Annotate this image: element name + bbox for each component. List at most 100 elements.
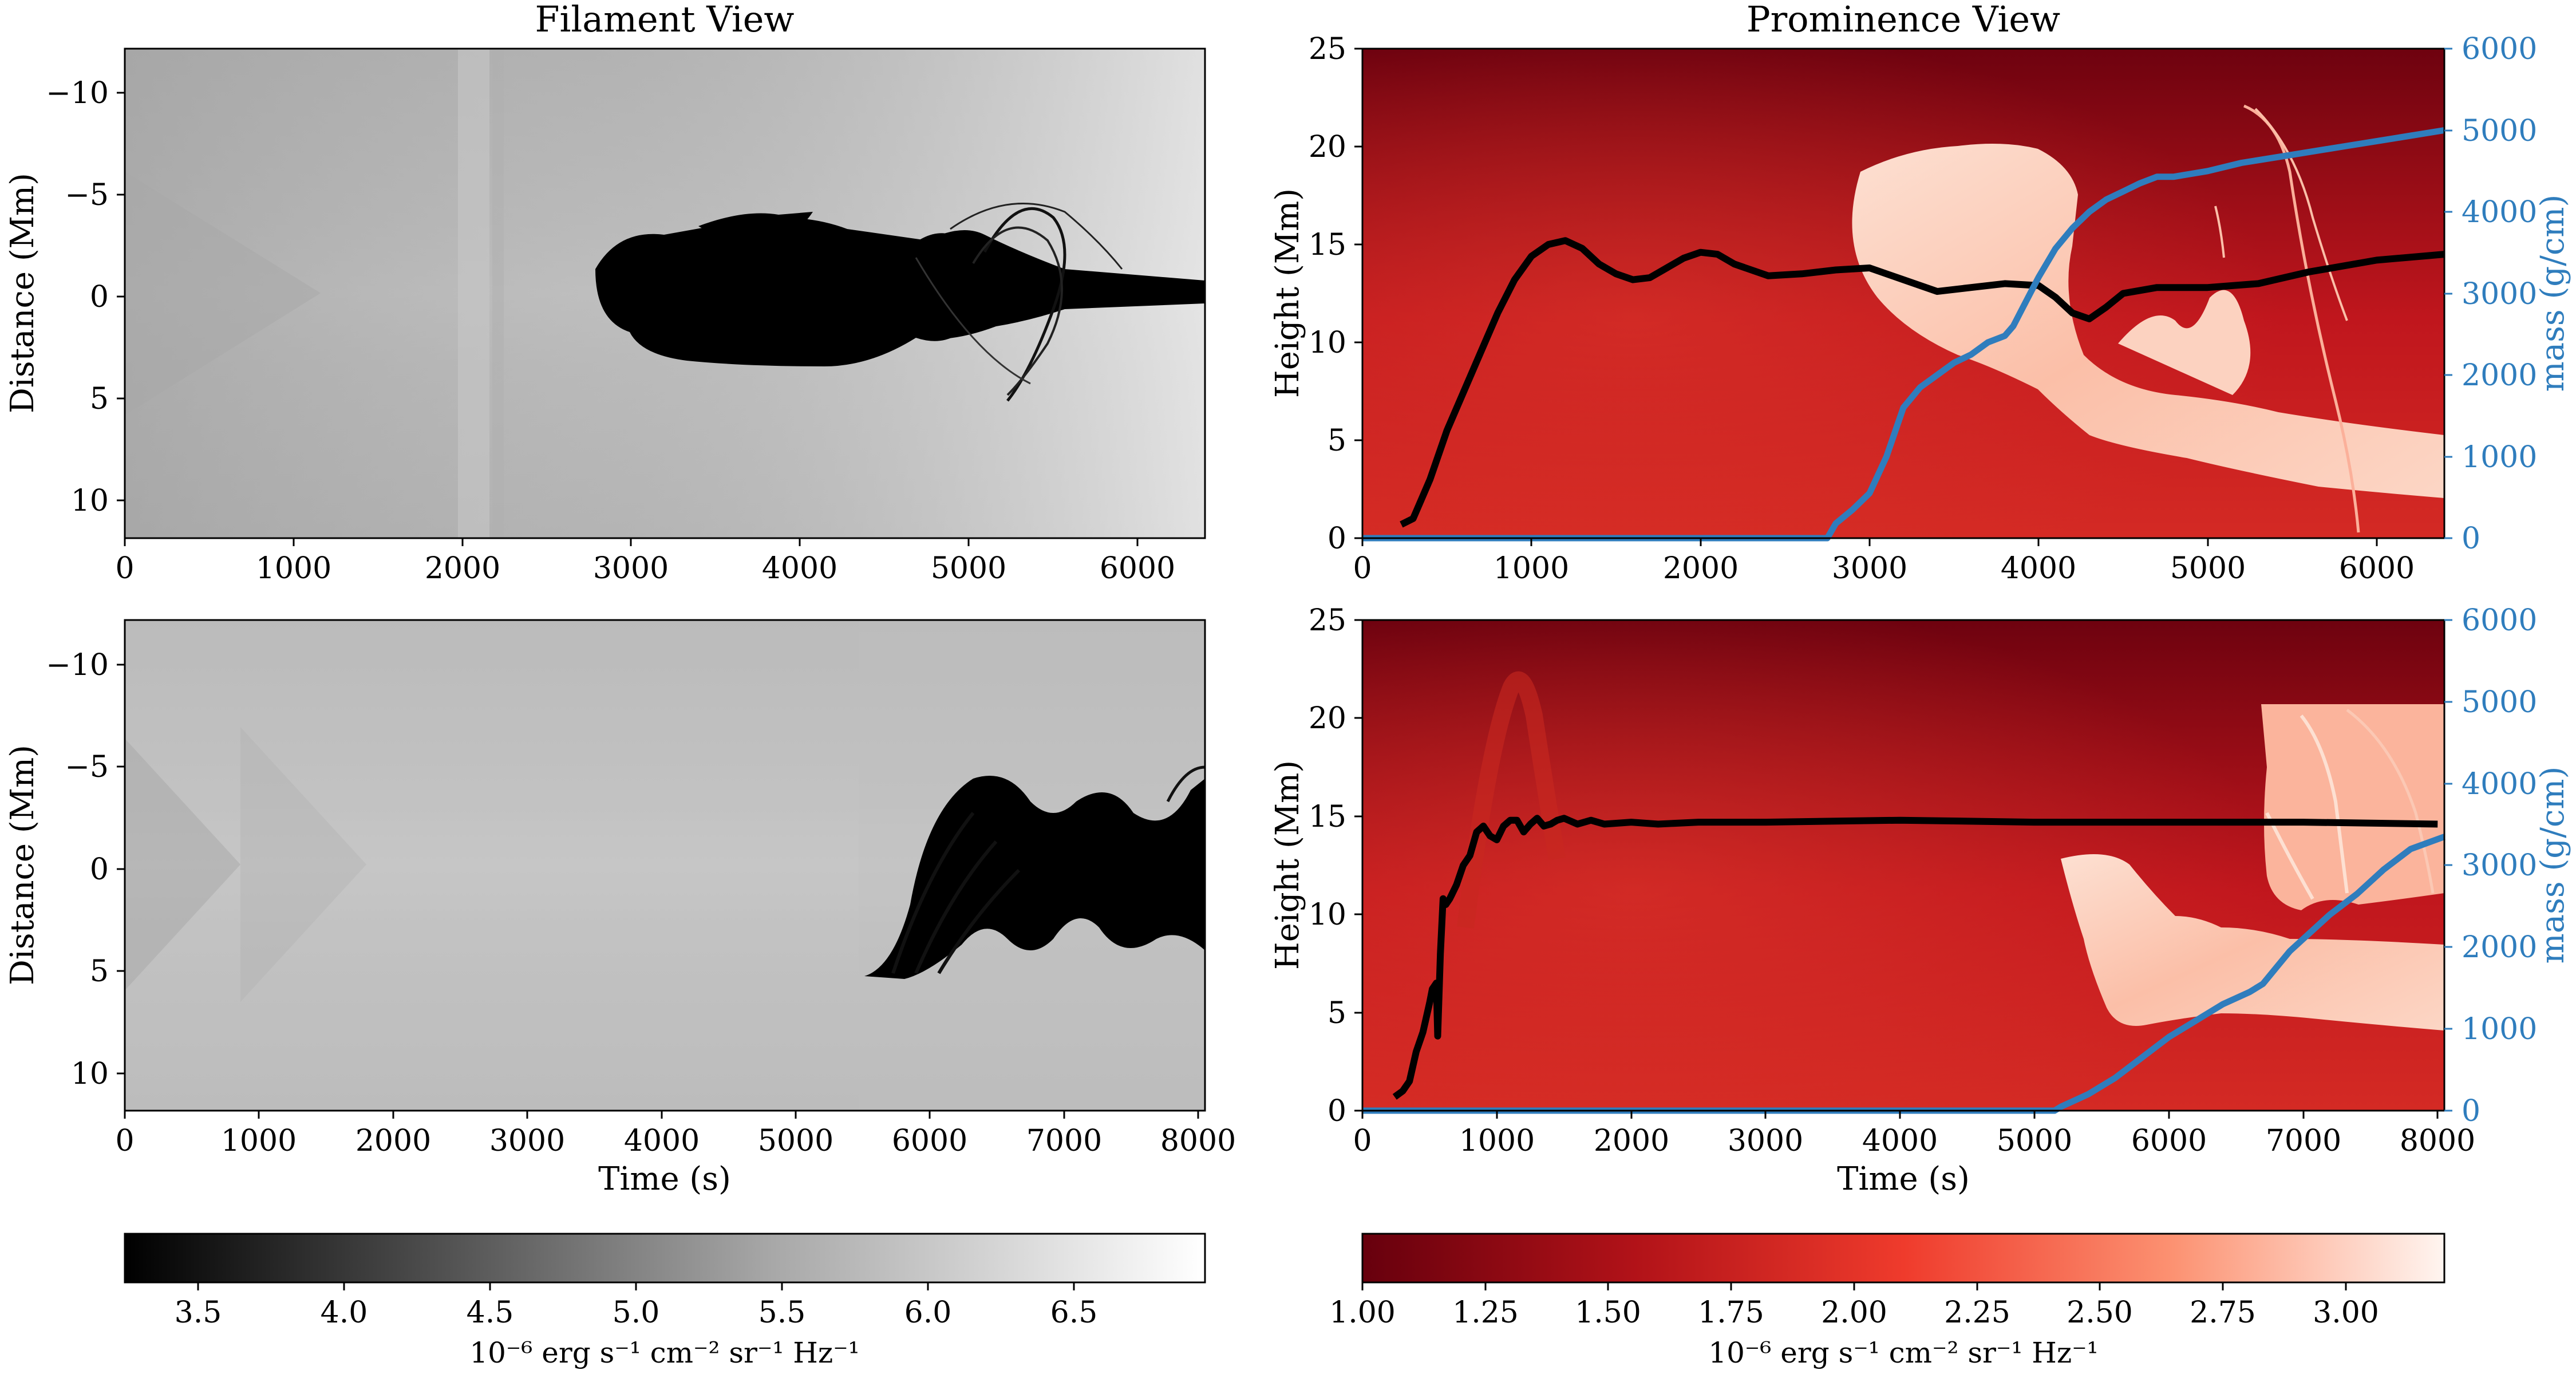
x-tick: 4000 (762, 551, 837, 586)
y2-tick: 2000 (2462, 358, 2537, 393)
filament-bottom-image (125, 620, 1205, 1111)
x-tick: 5000 (931, 551, 1006, 586)
left-title: Filament View (535, 0, 795, 40)
y2-tick: 6000 (2462, 603, 2537, 638)
colorbar-greys: 3.5 4.0 4.5 5.0 5.5 6.0 6.5 10⁻⁶ erg s⁻¹… (124, 1233, 1206, 1369)
cbar-tick: 5.0 (613, 1296, 660, 1330)
cbar-tick: 2.50 (2067, 1296, 2133, 1330)
x-tick: 1000 (1494, 551, 1569, 586)
cbar-tick: 4.0 (321, 1296, 368, 1330)
x-tick: 1000 (221, 1124, 297, 1158)
x-tick: 6000 (1100, 551, 1175, 586)
prominence-top-y2ticks: 0 1000 2000 3000 4000 5000 6000 (2444, 32, 2537, 556)
cbar-tick: 4.5 (467, 1296, 514, 1330)
filament-top-image (125, 49, 1205, 538)
filament-top-panel: 0 1000 2000 3000 4000 5000 6000 −10 −5 0… (4, 48, 1206, 586)
y-tick: 15 (1309, 800, 1346, 834)
x-tick: 0 (115, 551, 134, 586)
cbar-tick: 1.00 (1329, 1296, 1396, 1330)
y2-axis-label: mass (g/cm) (2534, 195, 2571, 392)
cbar-tick: 2.75 (2190, 1296, 2256, 1330)
y2-tick: 4000 (2462, 767, 2537, 802)
y2-tick: 1000 (2462, 1012, 2537, 1047)
x-tick: 2000 (355, 1124, 431, 1158)
y-axis-label: Height (Mm) (1269, 760, 1306, 970)
mass-line (1362, 834, 2445, 1114)
y-axis-label: Distance (Mm) (4, 745, 41, 985)
y2-tick: 1000 (2462, 440, 2537, 475)
mass-line (1362, 127, 2445, 542)
cbar-tick: 1.50 (1575, 1296, 1641, 1330)
x-tick: 6000 (892, 1124, 967, 1158)
y2-tick: 0 (2462, 1094, 2480, 1128)
x-tick: 3000 (489, 1124, 565, 1158)
y-axis-label: Height (Mm) (1269, 188, 1306, 398)
x-tick: 5000 (2170, 551, 2246, 586)
colorbar-greys-label: 10⁻⁶ erg s⁻¹ cm⁻² sr⁻¹ Hz⁻¹ (469, 1336, 859, 1369)
prominence-top-yticks: 0 5 10 15 20 25 (1309, 32, 1362, 556)
y2-tick: 3000 (2462, 277, 2537, 311)
cbar-tick: 2.00 (1821, 1296, 1887, 1330)
cbar-tick: 6.5 (1050, 1296, 1098, 1330)
prominence-bottom-y2ticks: 0 1000 2000 3000 4000 5000 6000 (2444, 603, 2537, 1128)
x-tick: 0 (115, 1124, 134, 1158)
x-tick: 1000 (1459, 1124, 1535, 1158)
y-tick: 10 (1309, 898, 1346, 932)
filament-bottom-yticks: −10 −5 0 5 10 (46, 648, 125, 1091)
prominence-top-image (1362, 49, 2444, 538)
y-tick: 20 (1309, 130, 1346, 164)
x-tick: 3000 (1832, 551, 1907, 586)
y-tick: 15 (1309, 228, 1346, 262)
filament-bottom-panel: 0 1000 2000 3000 4000 5000 6000 7000 800… (4, 619, 1236, 1198)
x-tick: 7000 (1026, 1124, 1102, 1158)
x-tick: 3000 (593, 551, 669, 586)
x-tick: 1000 (256, 551, 331, 586)
x-axis-label: Time (s) (1837, 1160, 1970, 1198)
y2-tick: 0 (2462, 522, 2480, 556)
filament-bottom-frame (124, 619, 1206, 1112)
x-axis-label: Time (s) (598, 1160, 731, 1198)
colorbar-reds-ticks: 1.00 1.25 1.50 1.75 2.00 2.25 2.50 2.75 … (1329, 1282, 2379, 1330)
y-axis-label: Distance (Mm) (4, 173, 41, 413)
cbar-tick: 3.5 (175, 1296, 222, 1330)
prominence-bottom-panel: 0 1000 2000 3000 4000 5000 6000 7000 800… (1269, 603, 2571, 1198)
height-line (1400, 237, 2445, 528)
y-tick: 25 (1309, 603, 1346, 638)
x-tick: 4000 (624, 1124, 700, 1158)
filament-top-xticks: 0 1000 2000 3000 4000 5000 6000 (115, 538, 1175, 586)
y-tick: 5 (1327, 424, 1346, 458)
y-tick: 20 (1309, 701, 1346, 736)
cbar-tick: 5.5 (758, 1296, 806, 1330)
right-title: Prominence View (1747, 0, 2060, 40)
x-tick: 2000 (1594, 1124, 1669, 1158)
y-tick: 25 (1309, 32, 1346, 66)
colorbar-reds: 1.00 1.25 1.50 1.75 2.00 2.25 2.50 2.75 … (1329, 1233, 2445, 1369)
y-tick: 0 (1327, 522, 1346, 556)
y2-tick: 6000 (2462, 32, 2537, 66)
filament-bottom-xticks: 0 1000 2000 3000 4000 5000 6000 7000 800… (115, 1111, 1236, 1158)
colorbar-greys-bar (124, 1233, 1206, 1284)
cbar-tick: 1.75 (1698, 1296, 1764, 1330)
y-tick: 5 (90, 954, 109, 989)
prominence-bottom-xticks: 0 1000 2000 3000 4000 5000 6000 7000 800… (1353, 1111, 2475, 1158)
x-tick: 3000 (1728, 1124, 1803, 1158)
prominence-bottom-image (1362, 620, 2444, 1111)
x-tick: 5000 (1997, 1124, 2072, 1158)
y-tick: 0 (1327, 1094, 1346, 1128)
filament-top-yticks: −10 −5 0 5 10 (46, 76, 125, 518)
y2-tick: 2000 (2462, 930, 2537, 965)
x-tick: 5000 (758, 1124, 833, 1158)
cbar-tick: 1.25 (1452, 1296, 1519, 1330)
x-tick: 6000 (2339, 551, 2415, 586)
y-tick: −10 (46, 648, 109, 682)
y-tick: 10 (71, 1057, 109, 1091)
colorbar-reds-bar (1361, 1233, 2445, 1284)
x-tick: 8000 (2400, 1124, 2475, 1158)
y2-axis-label: mass (g/cm) (2534, 767, 2571, 964)
y2-tick: 5000 (2462, 685, 2537, 720)
prominence-top-panel: 0 1000 2000 3000 4000 5000 6000 0 5 10 1… (1269, 32, 2571, 586)
y2-tick: 3000 (2462, 848, 2537, 883)
y-tick: 0 (90, 852, 109, 887)
x-tick: 4000 (2001, 551, 2076, 586)
